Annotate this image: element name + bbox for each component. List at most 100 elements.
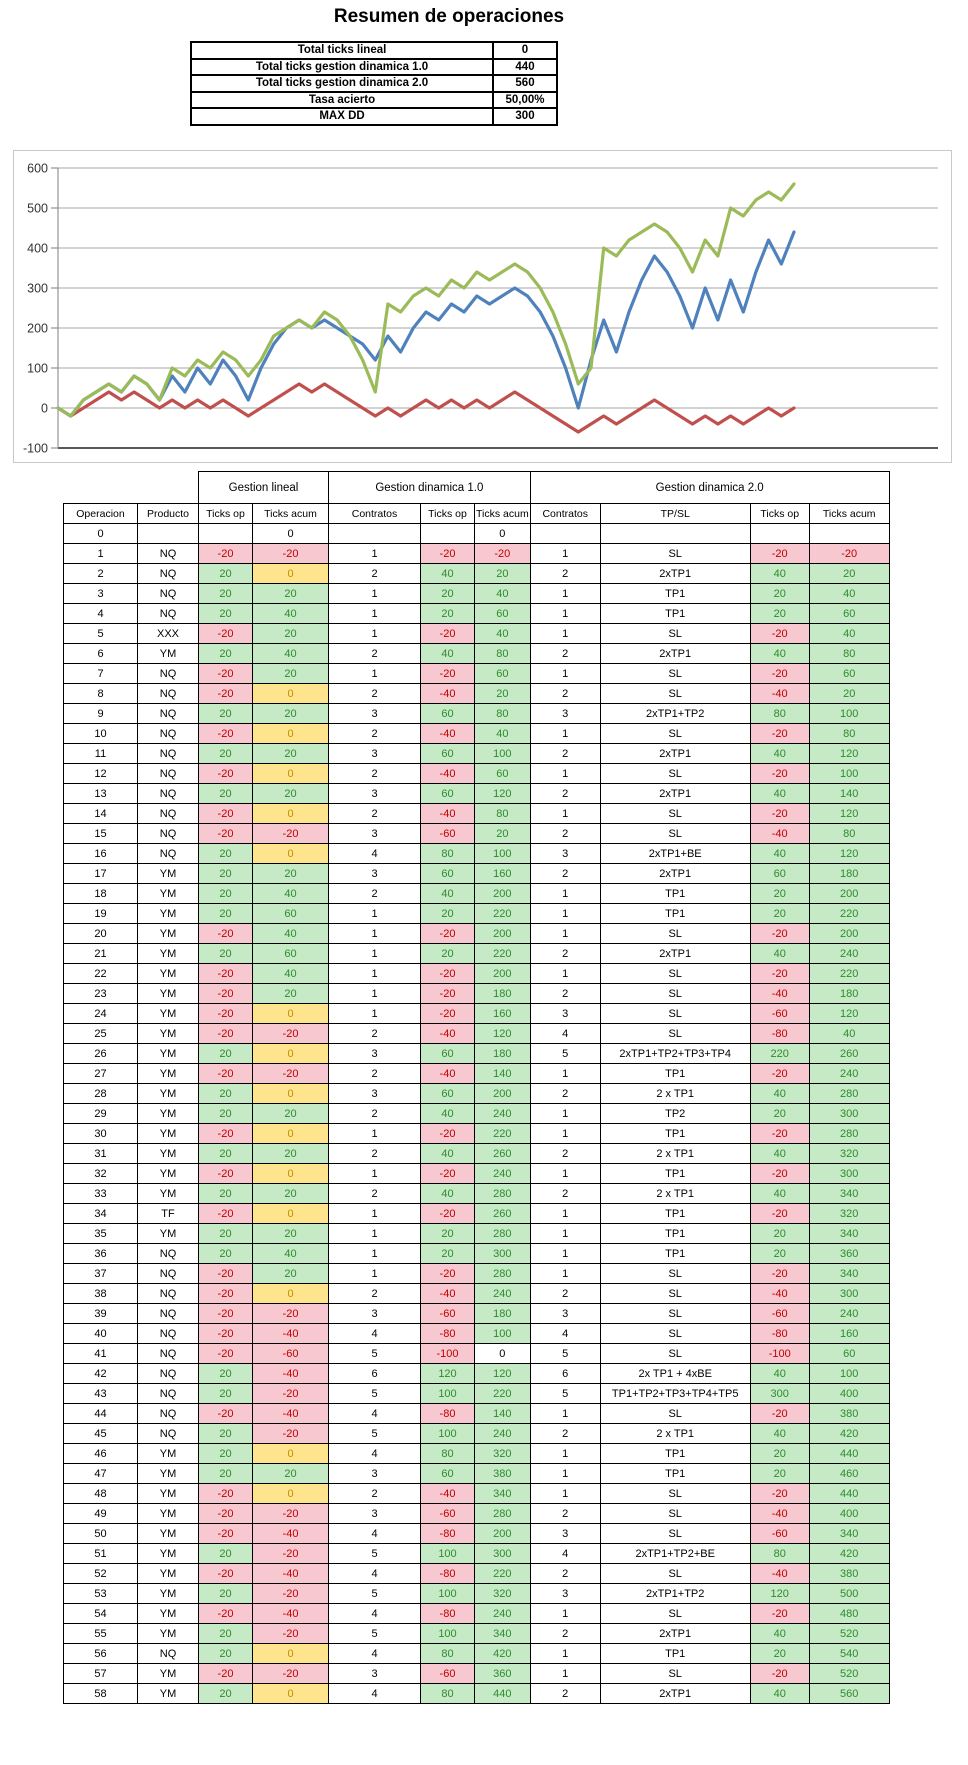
cell-tp-sl[interactable]: TP1 bbox=[599, 603, 751, 624]
cell-ticks-acum-10[interactable]: 0 bbox=[474, 1343, 531, 1364]
summary-label[interactable]: Tasa acierto bbox=[190, 90, 494, 109]
cell-contratos-20[interactable]: 1 bbox=[529, 803, 601, 824]
cell-tp-sl[interactable]: 2xTP1+BE bbox=[599, 843, 751, 864]
cell-ticks-acum-20[interactable]: 280 bbox=[808, 1083, 890, 1104]
cell-operacion[interactable]: 25 bbox=[63, 1023, 138, 1044]
cell-contratos-10[interactable]: 1 bbox=[328, 583, 421, 604]
cell-operacion[interactable]: 45 bbox=[63, 1423, 138, 1444]
cell-tp-sl[interactable]: TP1 bbox=[599, 1223, 751, 1244]
cell-ticks-acum-lineal[interactable]: 40 bbox=[252, 643, 329, 664]
cell-ticks-op-lineal[interactable]: 20 bbox=[198, 903, 253, 924]
cell-ticks-acum-lineal[interactable]: -20 bbox=[252, 1303, 329, 1324]
cell-tp-sl[interactable]: SL bbox=[599, 1403, 751, 1424]
cell-contratos-20[interactable]: 1 bbox=[529, 883, 601, 904]
col-header-ticks-op-20[interactable]: Ticks op bbox=[749, 503, 810, 524]
cell-ticks-op-10[interactable]: -100 bbox=[420, 1343, 475, 1364]
cell-ticks-op-lineal[interactable]: 20 bbox=[198, 643, 253, 664]
cell-producto[interactable]: NQ bbox=[137, 1403, 199, 1424]
cell-ticks-acum-10[interactable]: 200 bbox=[474, 923, 531, 944]
cell-producto[interactable]: NQ bbox=[137, 763, 199, 784]
cell-ticks-op-20[interactable]: -60 bbox=[749, 1523, 810, 1544]
cell-ticks-op-10[interactable]: -40 bbox=[420, 763, 475, 784]
cell-tp-sl[interactable]: SL bbox=[599, 543, 751, 564]
cell-ticks-acum-20[interactable]: 80 bbox=[808, 643, 890, 664]
cell-contratos-20[interactable]: 4 bbox=[529, 1023, 601, 1044]
cell-ticks-op-20[interactable]: 40 bbox=[749, 1143, 810, 1164]
cell-ticks-acum-20[interactable]: 380 bbox=[808, 1563, 890, 1584]
cell-tp-sl[interactable]: 2xTP1 bbox=[599, 1623, 751, 1644]
cell-ticks-acum-lineal[interactable]: 20 bbox=[252, 1143, 329, 1164]
cell-ticks-acum-10[interactable]: 180 bbox=[474, 983, 531, 1004]
cell-tp-sl[interactable]: 2xTP1 bbox=[599, 563, 751, 584]
cell-contratos-20[interactable]: 1 bbox=[529, 623, 601, 644]
cell-ticks-op-lineal[interactable]: 20 bbox=[198, 1083, 253, 1104]
cell-operacion[interactable]: 10 bbox=[63, 723, 138, 744]
cell-ticks-op-20[interactable]: 20 bbox=[749, 1103, 810, 1124]
cell-contratos-20[interactable]: 1 bbox=[529, 583, 601, 604]
cell-ticks-op-10[interactable]: -40 bbox=[420, 1283, 475, 1304]
results-chart[interactable]: 600 500 400 300 200 100 0 -100 bbox=[13, 150, 952, 463]
cell-tp-sl[interactable] bbox=[599, 523, 751, 544]
cell-ticks-op-lineal[interactable]: 20 bbox=[198, 1383, 253, 1404]
cell-ticks-op-20[interactable]: 40 bbox=[749, 1423, 810, 1444]
cell-ticks-acum-10[interactable]: 160 bbox=[474, 863, 531, 884]
cell-ticks-op-10[interactable]: 20 bbox=[420, 903, 475, 924]
cell-ticks-acum-lineal[interactable]: 20 bbox=[252, 1223, 329, 1244]
cell-tp-sl[interactable]: 2x TP1 + 4xBE bbox=[599, 1363, 751, 1384]
cell-producto[interactable]: NQ bbox=[137, 1243, 199, 1264]
cell-ticks-acum-20[interactable]: 520 bbox=[808, 1663, 890, 1684]
cell-contratos-10[interactable]: 1 bbox=[328, 1163, 421, 1184]
cell-contratos-10[interactable]: 2 bbox=[328, 1483, 421, 1504]
cell-ticks-op-20[interactable]: -40 bbox=[749, 1503, 810, 1524]
summary-label[interactable]: Total ticks gestion dinamica 2.0 bbox=[190, 74, 494, 93]
cell-contratos-10[interactable]: 2 bbox=[328, 1283, 421, 1304]
cell-contratos-10[interactable]: 1 bbox=[328, 903, 421, 924]
cell-ticks-op-10[interactable]: 120 bbox=[420, 1363, 475, 1384]
cell-ticks-acum-20[interactable]: 180 bbox=[808, 983, 890, 1004]
cell-contratos-10[interactable]: 3 bbox=[328, 1463, 421, 1484]
cell-ticks-acum-lineal[interactable]: -20 bbox=[252, 1503, 329, 1524]
cell-ticks-op-lineal[interactable]: -20 bbox=[198, 663, 253, 684]
cell-ticks-acum-20[interactable]: 180 bbox=[808, 863, 890, 884]
cell-contratos-20[interactable]: 2 bbox=[529, 643, 601, 664]
cell-ticks-op-20[interactable]: 40 bbox=[749, 943, 810, 964]
cell-operacion[interactable]: 36 bbox=[63, 1243, 138, 1264]
cell-ticks-acum-20[interactable]: 480 bbox=[808, 1603, 890, 1624]
cell-ticks-op-10[interactable]: -60 bbox=[420, 1503, 475, 1524]
cell-tp-sl[interactable]: SL bbox=[599, 1523, 751, 1544]
cell-ticks-acum-20[interactable]: 340 bbox=[808, 1263, 890, 1284]
col-header-contratos-10[interactable]: Contratos bbox=[328, 503, 421, 524]
cell-operacion[interactable]: 39 bbox=[63, 1303, 138, 1324]
cell-ticks-acum-20[interactable]: 240 bbox=[808, 1063, 890, 1084]
cell-ticks-op-20[interactable]: -20 bbox=[749, 803, 810, 824]
cell-ticks-op-10[interactable]: -20 bbox=[420, 663, 475, 684]
cell-operacion[interactable]: 42 bbox=[63, 1363, 138, 1384]
cell-contratos-20[interactable]: 1 bbox=[529, 1063, 601, 1084]
cell-contratos-10[interactable]: 1 bbox=[328, 943, 421, 964]
cell-contratos-10[interactable]: 4 bbox=[328, 1403, 421, 1424]
cell-ticks-acum-20[interactable]: 220 bbox=[808, 963, 890, 984]
cell-contratos-10[interactable]: 3 bbox=[328, 1043, 421, 1064]
cell-ticks-op-lineal[interactable]: 20 bbox=[198, 1643, 253, 1664]
cell-operacion[interactable]: 21 bbox=[63, 943, 138, 964]
cell-contratos-10[interactable]: 3 bbox=[328, 863, 421, 884]
cell-contratos-20[interactable]: 2 bbox=[529, 1683, 601, 1704]
cell-ticks-acum-lineal[interactable]: 20 bbox=[252, 783, 329, 804]
cell-ticks-op-20[interactable]: 20 bbox=[749, 903, 810, 924]
cell-ticks-op-10[interactable]: 80 bbox=[420, 843, 475, 864]
cell-contratos-20[interactable]: 1 bbox=[529, 1483, 601, 1504]
cell-operacion[interactable]: 47 bbox=[63, 1463, 138, 1484]
cell-ticks-acum-10[interactable]: 240 bbox=[474, 1103, 531, 1124]
cell-producto[interactable]: YM bbox=[137, 643, 199, 664]
cell-tp-sl[interactable]: TP1 bbox=[599, 1063, 751, 1084]
cell-contratos-10[interactable]: 1 bbox=[328, 963, 421, 984]
cell-ticks-acum-lineal[interactable]: 20 bbox=[252, 663, 329, 684]
cell-producto[interactable]: NQ bbox=[137, 843, 199, 864]
cell-ticks-acum-20[interactable]: 300 bbox=[808, 1103, 890, 1124]
cell-ticks-op-10[interactable]: -80 bbox=[420, 1603, 475, 1624]
cell-ticks-acum-20[interactable]: 120 bbox=[808, 843, 890, 864]
cell-ticks-op-lineal[interactable]: -20 bbox=[198, 803, 253, 824]
cell-ticks-op-lineal[interactable]: -20 bbox=[198, 543, 253, 564]
cell-ticks-op-10[interactable]: 100 bbox=[420, 1543, 475, 1564]
cell-contratos-10[interactable]: 5 bbox=[328, 1583, 421, 1604]
